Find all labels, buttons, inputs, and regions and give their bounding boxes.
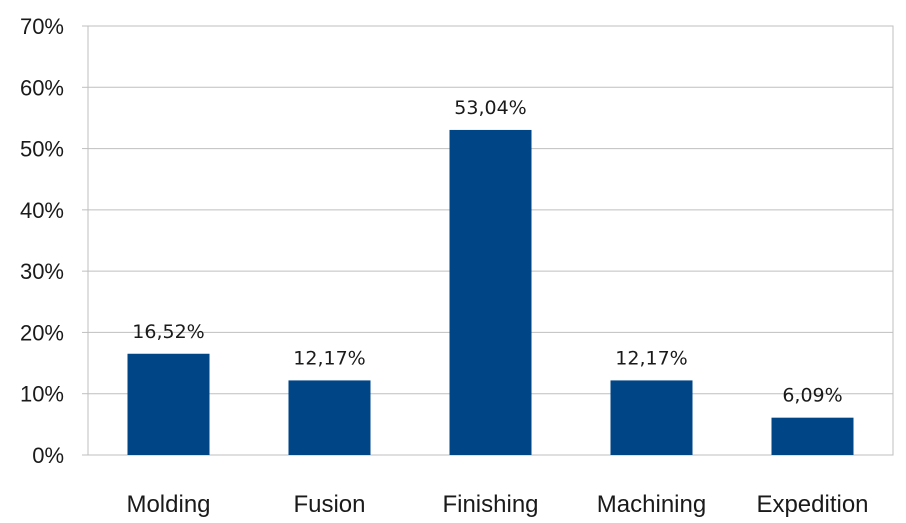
- category-label-molding: Molding: [126, 491, 210, 518]
- y-tick-label: 0%: [32, 443, 64, 468]
- y-tick-label: 30%: [20, 259, 64, 284]
- data-label-molding: 16,52%: [132, 321, 204, 343]
- y-tick-label: 40%: [20, 198, 64, 223]
- y-tick-label: 10%: [20, 382, 64, 407]
- category-label-machining: Machining: [597, 491, 706, 518]
- category-label-fusion: Fusion: [293, 491, 365, 518]
- data-label-fusion: 12,17%: [293, 347, 365, 369]
- bar-molding: [127, 353, 210, 455]
- bar-expedition: [771, 417, 854, 455]
- bar-finishing: [449, 129, 532, 456]
- bar-fusion: [288, 380, 371, 455]
- data-label-expedition: 6,09%: [782, 385, 842, 407]
- y-tick-label: 50%: [20, 137, 64, 162]
- bar-machining: [610, 380, 693, 455]
- y-tick-label: 70%: [20, 14, 64, 39]
- category-label-expedition: Expedition: [756, 491, 868, 518]
- y-axis-tick-labels: 0% 10% 20% 30% 40% 50% 60% 70%: [20, 14, 64, 468]
- data-label-machining: 12,17%: [615, 347, 687, 369]
- y-tick-label: 20%: [20, 320, 64, 345]
- data-label-finishing: 53,04%: [454, 97, 526, 119]
- y-tick-label: 60%: [20, 75, 64, 100]
- x-axis-category-labels: Molding Fusion Finishing Machining Expeditio…: [126, 491, 868, 518]
- category-label-finishing: Finishing: [442, 491, 538, 518]
- bars: [127, 129, 854, 456]
- data-labels: 16,52% 12,17% 53,04% 12,17% 6,09%: [132, 97, 842, 407]
